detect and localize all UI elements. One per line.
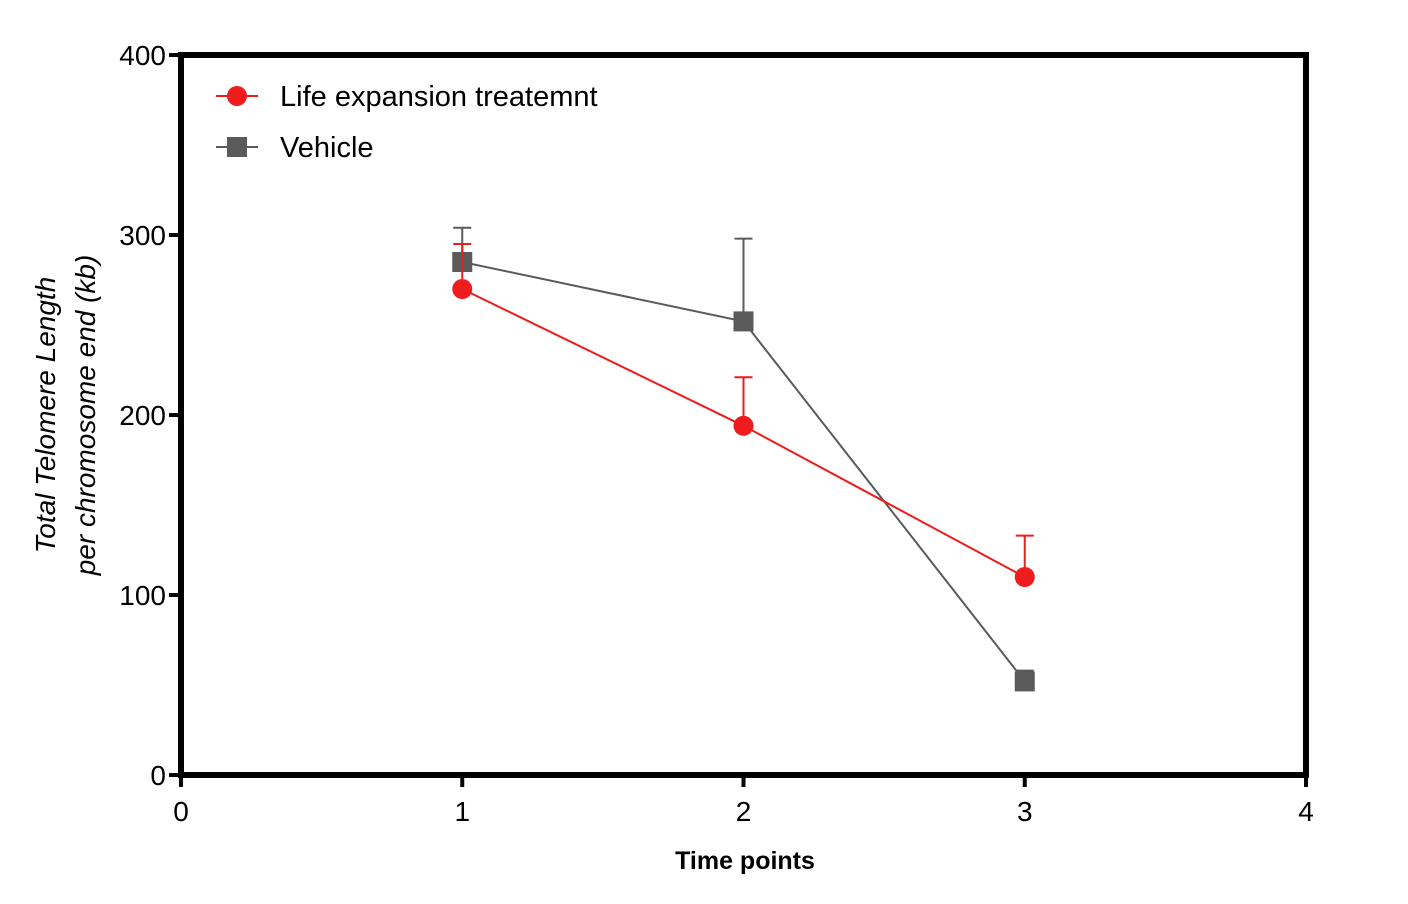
legend-label: Life expansion treatemnt [280, 81, 598, 113]
y-tick-label: 0 [150, 760, 166, 791]
series-life-expansion-treatemnt [452, 243, 1035, 587]
x-tick-label: 2 [736, 796, 752, 827]
legend-marker [227, 86, 247, 106]
y-axis-title: Total Telomere Length per chromosome end… [30, 255, 101, 577]
y-tick-label: 400 [119, 40, 166, 71]
legend: Life expansion treatemnt Vehicle [216, 81, 598, 164]
x-tick-label: 3 [1017, 796, 1033, 827]
data-point [1014, 567, 1035, 587]
legend-item: Vehicle [216, 132, 374, 164]
x-tick-label: 0 [173, 796, 189, 827]
data-point [1014, 671, 1035, 692]
data-point [733, 415, 754, 436]
axes: 0 100 200 300 400 0 1 2 3 4 [119, 40, 1314, 827]
series-layer [452, 226, 1035, 692]
legend-marker [227, 137, 247, 157]
y-tick-label: 300 [119, 220, 166, 251]
data-point [733, 311, 754, 332]
x-axis-title: Time points [675, 847, 815, 875]
legend-item: Life expansion treatemnt [216, 81, 598, 113]
y-tick-label: 100 [119, 580, 166, 611]
x-tick-label: 4 [1298, 796, 1314, 827]
y-axis-title-line-2: per chromosome end (kb) [70, 255, 101, 577]
x-tick-label: 1 [454, 796, 470, 827]
data-point [452, 279, 473, 299]
legend-label: Vehicle [280, 132, 374, 164]
series-vehicle [452, 226, 1035, 692]
y-axis-title-line-1: Total Telomere Length [30, 277, 61, 554]
y-tick-label: 200 [119, 400, 166, 431]
